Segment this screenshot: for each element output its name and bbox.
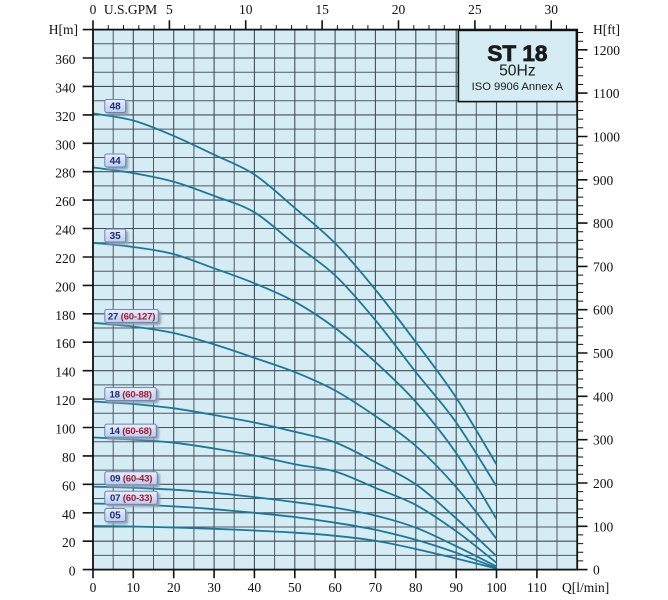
svg-text:20: 20 (167, 580, 181, 595)
svg-text:40: 40 (248, 580, 262, 595)
svg-text:80: 80 (409, 580, 423, 595)
svg-text:20: 20 (62, 535, 76, 550)
svg-text:27 (60-127): 27 (60-127) (108, 311, 155, 322)
svg-text:50Hz: 50Hz (499, 63, 536, 80)
svg-text:700: 700 (593, 259, 614, 274)
svg-text:120: 120 (55, 393, 76, 408)
svg-text:900: 900 (593, 173, 614, 188)
svg-text:1200: 1200 (593, 43, 620, 58)
svg-text:50: 50 (288, 580, 302, 595)
svg-text:100: 100 (55, 422, 76, 437)
svg-text:200: 200 (55, 279, 76, 294)
svg-text:25: 25 (468, 2, 482, 17)
svg-text:40: 40 (62, 507, 76, 522)
svg-text:0: 0 (69, 564, 76, 579)
svg-text:360: 360 (55, 52, 76, 67)
svg-text:80: 80 (62, 450, 76, 465)
svg-text:200: 200 (593, 476, 614, 491)
svg-text:280: 280 (55, 166, 76, 181)
svg-text:14 (60-68): 14 (60-68) (109, 426, 151, 437)
svg-text:100: 100 (486, 580, 507, 595)
svg-text:18 (60-88): 18 (60-88) (109, 389, 151, 400)
svg-text:800: 800 (593, 216, 614, 231)
svg-text:180: 180 (55, 308, 76, 323)
svg-text:600: 600 (593, 303, 614, 318)
svg-text:0: 0 (90, 580, 97, 595)
svg-text:90: 90 (449, 580, 463, 595)
svg-text:07 (60-33): 07 (60-33) (110, 493, 152, 504)
svg-text:5: 5 (166, 2, 173, 17)
svg-text:U.S.GPM: U.S.GPM (104, 2, 157, 17)
svg-text:0: 0 (593, 563, 600, 578)
svg-text:ISO 9906 Annex A: ISO 9906 Annex A (472, 81, 564, 93)
svg-text:20: 20 (392, 2, 406, 17)
svg-text:70: 70 (369, 580, 383, 595)
svg-text:400: 400 (593, 389, 614, 404)
svg-text:30: 30 (544, 2, 558, 17)
svg-text:140: 140 (55, 365, 76, 380)
svg-text:ST 18: ST 18 (487, 41, 547, 66)
svg-text:500: 500 (593, 346, 614, 361)
svg-text:09 (60-43): 09 (60-43) (110, 474, 152, 485)
svg-text:05: 05 (110, 510, 122, 521)
svg-text:15: 15 (315, 2, 329, 17)
svg-text:35: 35 (110, 231, 122, 242)
svg-text:60: 60 (328, 580, 342, 595)
svg-text:240: 240 (55, 223, 76, 238)
svg-text:110: 110 (527, 580, 547, 595)
svg-text:260: 260 (55, 194, 76, 209)
svg-text:H[ft]: H[ft] (593, 22, 620, 37)
svg-text:340: 340 (55, 80, 76, 95)
svg-text:1100: 1100 (593, 86, 620, 101)
svg-text:300: 300 (593, 433, 614, 448)
svg-text:30: 30 (207, 580, 221, 595)
svg-text:60: 60 (62, 478, 76, 493)
svg-text:48: 48 (110, 101, 122, 112)
svg-text:160: 160 (55, 336, 76, 351)
svg-text:44: 44 (110, 156, 122, 167)
svg-text:220: 220 (55, 251, 76, 266)
svg-text:10: 10 (239, 2, 253, 17)
svg-text:10: 10 (127, 580, 141, 595)
svg-text:300: 300 (55, 137, 76, 152)
svg-text:100: 100 (593, 519, 614, 534)
svg-text:0: 0 (90, 2, 97, 17)
svg-text:320: 320 (55, 109, 76, 124)
svg-text:1000: 1000 (593, 130, 620, 145)
svg-text:H[m]: H[m] (49, 22, 78, 37)
svg-text:Q[l/min]: Q[l/min] (562, 580, 609, 595)
